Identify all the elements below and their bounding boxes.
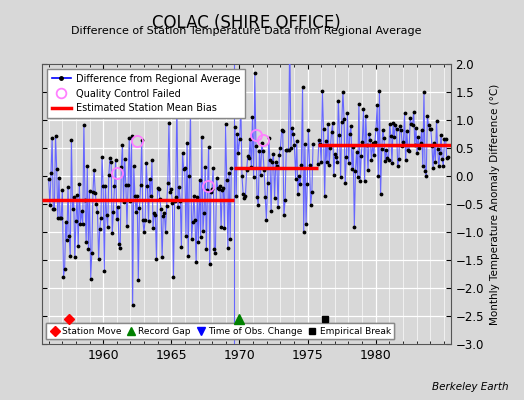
Text: Berkeley Earth: Berkeley Earth [432,382,508,392]
Text: COLAC (SHIRE OFFICE): COLAC (SHIRE OFFICE) [152,14,341,32]
Text: Difference of Station Temperature Data from Regional Average: Difference of Station Temperature Data f… [71,26,421,36]
Y-axis label: Monthly Temperature Anomaly Difference (°C): Monthly Temperature Anomaly Difference (… [489,83,499,325]
Legend: Station Move, Record Gap, Time of Obs. Change, Empirical Break: Station Move, Record Gap, Time of Obs. C… [47,323,395,340]
